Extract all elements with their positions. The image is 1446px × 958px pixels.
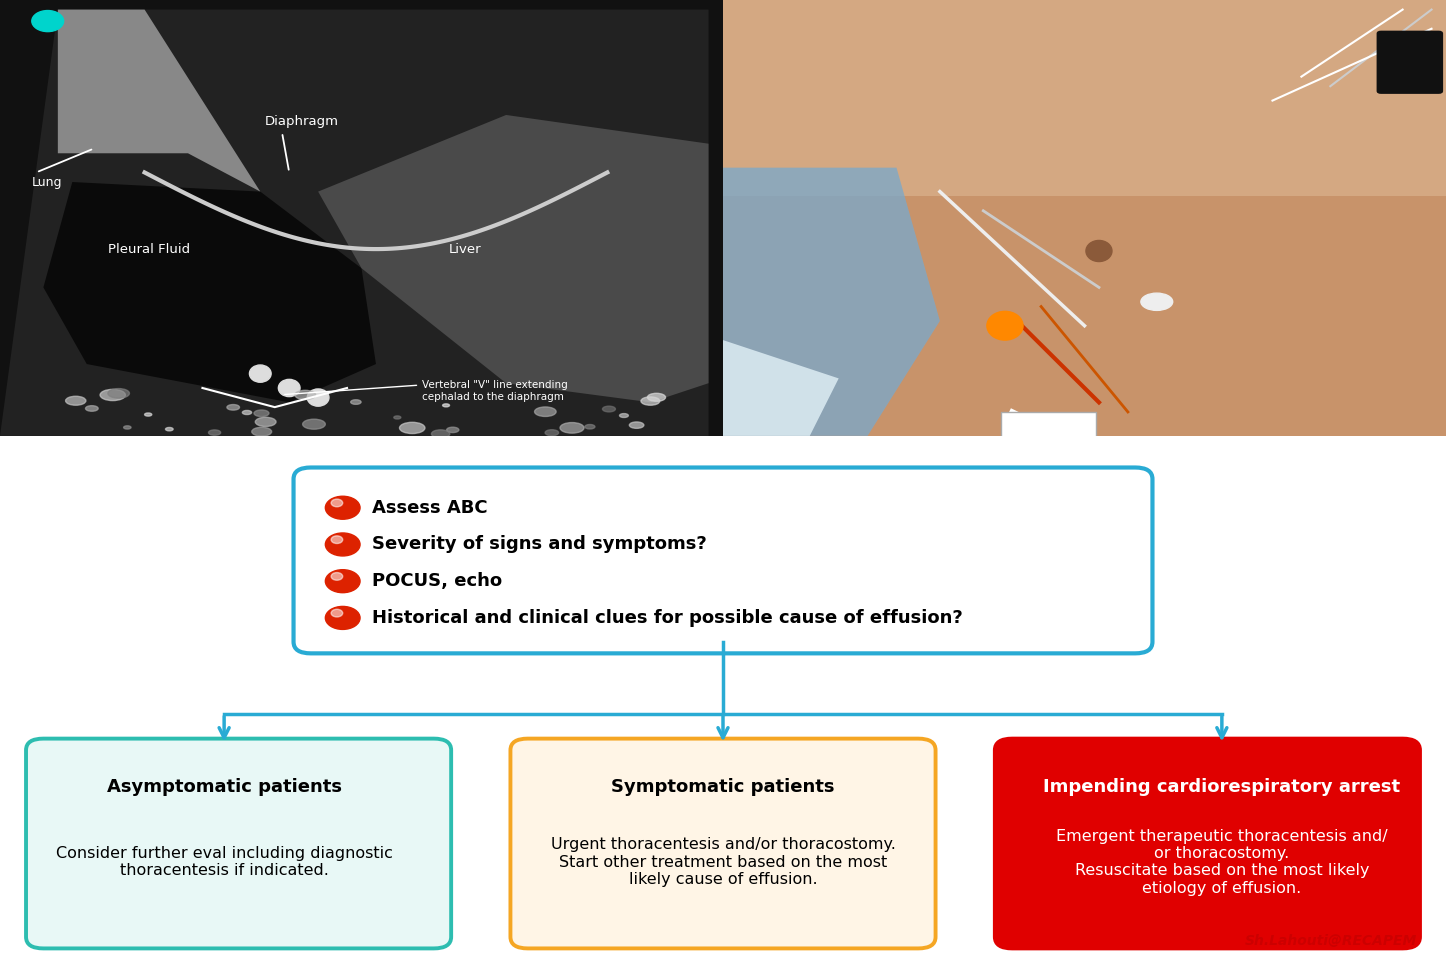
FancyBboxPatch shape [510,739,936,948]
Ellipse shape [351,399,362,404]
FancyBboxPatch shape [0,436,1446,958]
Text: Severity of signs and symptoms?: Severity of signs and symptoms? [372,536,707,554]
Circle shape [331,573,343,581]
Polygon shape [723,168,940,436]
Text: Emergent therapeutic thoracentesis and/
or thoracostomy.
Resuscitate based on th: Emergent therapeutic thoracentesis and/ … [1056,829,1388,896]
Text: Diaphragm: Diaphragm [265,115,338,128]
FancyBboxPatch shape [723,0,1446,436]
Text: Sh.Lahouti@RECAPEM: Sh.Lahouti@RECAPEM [1245,934,1417,948]
Ellipse shape [243,410,252,415]
Circle shape [325,533,360,556]
FancyBboxPatch shape [723,196,1446,436]
Ellipse shape [85,405,98,411]
Ellipse shape [619,414,629,418]
Text: POCUS, echo: POCUS, echo [372,572,502,590]
Ellipse shape [254,410,269,417]
Circle shape [331,499,343,507]
Text: Lung: Lung [32,176,62,190]
Ellipse shape [629,422,643,428]
Text: Urgent thoracentesis and/or thoracostomy.
Start other treatment based on the mos: Urgent thoracentesis and/or thoracostomy… [551,837,895,887]
Text: Vertebral "V" line extending
cephalad to the diaphragm: Vertebral "V" line extending cephalad to… [422,380,568,401]
FancyBboxPatch shape [26,739,451,948]
Ellipse shape [108,389,130,399]
Ellipse shape [65,397,85,405]
Text: Pleural Fluid: Pleural Fluid [108,242,191,256]
Circle shape [331,609,343,617]
Ellipse shape [145,413,152,416]
Text: Impending cardiorespiratory arrest: Impending cardiorespiratory arrest [1044,778,1400,795]
Ellipse shape [986,311,1024,340]
Ellipse shape [208,430,221,435]
Ellipse shape [1141,293,1173,310]
Text: Assess ABC: Assess ABC [372,499,487,516]
Circle shape [331,536,343,543]
FancyBboxPatch shape [995,739,1420,948]
Ellipse shape [560,422,584,433]
Circle shape [325,570,360,593]
Circle shape [32,11,64,32]
Ellipse shape [307,389,330,406]
FancyBboxPatch shape [1377,31,1443,94]
FancyBboxPatch shape [723,0,1446,196]
Polygon shape [318,115,709,402]
Ellipse shape [252,427,272,436]
Text: Asymptomatic patients: Asymptomatic patients [107,778,341,795]
Polygon shape [58,10,260,192]
Ellipse shape [100,389,126,400]
Ellipse shape [545,430,558,436]
Ellipse shape [442,404,450,407]
Polygon shape [43,182,376,402]
Circle shape [325,606,360,629]
Text: Symptomatic patients: Symptomatic patients [612,778,834,795]
FancyBboxPatch shape [0,0,723,436]
Ellipse shape [431,430,450,438]
Polygon shape [723,340,839,436]
Text: Historical and clinical clues for possible cause of effusion?: Historical and clinical clues for possib… [372,609,963,627]
Text: Liver: Liver [448,242,482,256]
Ellipse shape [249,365,272,382]
Ellipse shape [535,407,557,417]
Ellipse shape [584,424,594,429]
Ellipse shape [641,397,659,405]
Ellipse shape [295,390,315,399]
Polygon shape [0,10,709,436]
Ellipse shape [165,427,174,431]
Ellipse shape [648,394,665,401]
Ellipse shape [227,404,240,410]
Ellipse shape [256,418,276,426]
Circle shape [325,496,360,519]
FancyBboxPatch shape [294,468,1152,653]
Text: Consider further eval including diagnostic
thoracentesis if indicated.: Consider further eval including diagnost… [56,846,392,878]
Ellipse shape [399,422,425,434]
Ellipse shape [393,416,401,419]
Ellipse shape [1086,240,1112,262]
Ellipse shape [123,425,132,429]
Ellipse shape [603,406,616,412]
Ellipse shape [279,379,301,397]
Ellipse shape [302,420,325,429]
Ellipse shape [447,427,458,433]
FancyBboxPatch shape [1001,412,1096,439]
